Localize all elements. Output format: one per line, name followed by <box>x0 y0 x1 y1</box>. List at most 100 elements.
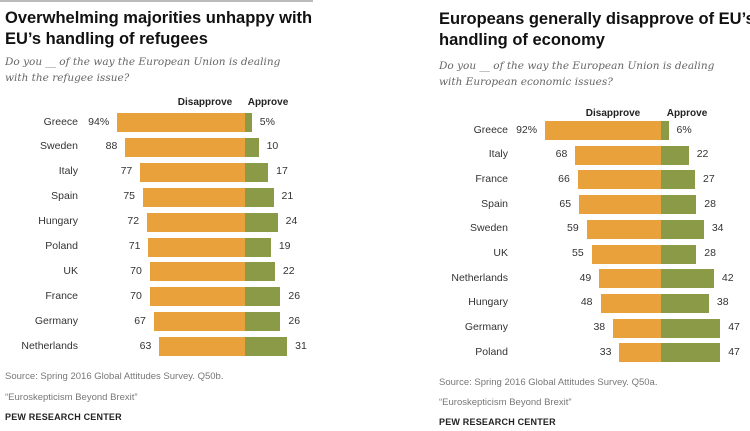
right-source: Source: Spring 2016 Global Attitudes Sur… <box>439 377 658 388</box>
approve-value-label: 17 <box>276 165 288 178</box>
category-label: France <box>475 172 508 185</box>
category-label: Greece <box>473 123 508 136</box>
title-line: Europeans generally disapprove of EU’s <box>439 10 750 28</box>
disapprove-bar <box>600 293 661 313</box>
approve-value-label: 31 <box>295 339 307 352</box>
approve-bar <box>661 269 714 289</box>
right-legend-disapprove: Disapprove <box>585 108 641 119</box>
category-label: Sweden <box>470 222 508 235</box>
approve-value-label: 26 <box>288 314 301 327</box>
disapprove-value-label: 77 <box>120 165 133 178</box>
disapprove-bar <box>591 244 661 264</box>
approve-value-label: 47 <box>728 321 740 334</box>
approve-bar <box>245 113 252 132</box>
approve-bar <box>245 262 275 282</box>
left-report: “Euroskepticism Beyond Brexit” <box>5 392 138 403</box>
disapprove-bar <box>579 195 661 215</box>
disapprove-bar <box>619 343 661 363</box>
title-line: Overwhelming majorities unhappy with <box>5 9 313 27</box>
disapprove-value-label: 68 <box>555 148 568 161</box>
approve-bar <box>245 337 288 357</box>
approve-value-label: 47 <box>728 345 740 358</box>
disapprove-bar <box>577 170 661 190</box>
disapprove-value-label: 75 <box>123 190 135 203</box>
disapprove-value-label: 71 <box>128 240 141 252</box>
disapprove-value-label: 72 <box>127 215 140 228</box>
disapprove-value-label: 55 <box>572 247 584 259</box>
approve-bar <box>245 287 281 307</box>
approve-value-label: 24 <box>285 215 298 228</box>
disapprove-bar <box>149 262 245 282</box>
disapprove-bar <box>149 287 245 307</box>
disapprove-value-label: 94% <box>88 115 110 128</box>
disapprove-value-label: 33 <box>599 345 612 358</box>
approve-value-label: 6% <box>676 123 692 136</box>
approve-bar <box>245 212 278 232</box>
disapprove-value-label: 48 <box>580 296 593 309</box>
disapprove-bar <box>613 318 661 338</box>
title-line: EU’s handling of refugees <box>5 30 208 48</box>
subtitle-line: Do you __ of the way the European Union … <box>5 56 281 68</box>
right-chart-subtitle: Do you __ of the way the European Union … <box>439 58 714 90</box>
approve-bar <box>245 137 259 157</box>
disapprove-value-label: 66 <box>558 172 570 185</box>
approve-bar <box>661 343 721 363</box>
category-label: Spain <box>481 197 508 210</box>
disapprove-value-label: 92% <box>516 123 538 136</box>
category-label: France <box>45 289 78 302</box>
disapprove-bar <box>117 113 245 132</box>
subtitle-line: Do you __ of the way the European Union … <box>439 60 715 72</box>
left-legend-approve: Approve <box>247 97 289 108</box>
category-label: Greece <box>43 115 78 128</box>
approve-bar <box>245 187 274 207</box>
category-label: Hungary <box>468 296 508 309</box>
category-label: Spain <box>51 190 78 203</box>
approve-bar <box>661 318 721 338</box>
disapprove-value-label: 38 <box>593 321 606 334</box>
approve-value-label: 22 <box>282 264 295 277</box>
category-label: Italy <box>488 148 508 161</box>
disapprove-value-label: 70 <box>130 289 142 302</box>
approve-value-label: 34 <box>711 222 724 235</box>
disapprove-bar <box>159 337 245 357</box>
approve-bar <box>661 121 669 140</box>
right-brand: PEW RESEARCH CENTER <box>439 417 556 427</box>
approve-bar <box>661 145 689 165</box>
category-label: Netherlands <box>451 271 508 284</box>
category-label: Hungary <box>38 215 78 228</box>
approve-value-label: 27 <box>703 172 715 185</box>
category-label: Poland <box>45 240 78 252</box>
category-label: Sweden <box>40 140 78 153</box>
divider <box>0 0 313 2</box>
category-label: UK <box>493 247 508 259</box>
left-source: Source: Spring 2016 Global Attitudes Sur… <box>5 371 224 382</box>
category-label: Netherlands <box>21 339 78 352</box>
approve-value-label: 19 <box>278 240 291 252</box>
approve-value-label: 10 <box>266 140 279 153</box>
right-report: “Euroskepticism Beyond Brexit” <box>439 397 572 408</box>
disapprove-bar <box>143 187 245 207</box>
category-label: Germany <box>34 314 78 327</box>
right-legend-approve: Approve <box>666 108 708 119</box>
approve-value-label: 26 <box>288 289 301 302</box>
approve-value-label: 28 <box>704 247 716 259</box>
approve-bar <box>661 195 697 215</box>
approve-bar <box>661 244 697 264</box>
left-legend-disapprove: Disapprove <box>177 97 233 108</box>
category-label: Italy <box>58 165 78 178</box>
left-chart-title: Overwhelming majorities unhappy with EU’… <box>5 8 312 50</box>
left-brand: PEW RESEARCH CENTER <box>5 412 122 422</box>
approve-bar <box>661 293 709 313</box>
title-line: handling of economy <box>439 31 605 49</box>
disapprove-bar <box>599 269 661 289</box>
left-chart-subtitle: Do you __ of the way the European Union … <box>5 54 280 86</box>
subtitle-line: with European economic issues? <box>439 76 613 88</box>
approve-value-label: 38 <box>716 296 729 309</box>
approve-value-label: 5% <box>259 115 275 128</box>
approve-value-label: 21 <box>281 190 294 203</box>
disapprove-bar <box>545 121 661 140</box>
category-label: Poland <box>475 345 508 358</box>
disapprove-bar <box>148 237 245 257</box>
category-label: Germany <box>464 321 508 334</box>
